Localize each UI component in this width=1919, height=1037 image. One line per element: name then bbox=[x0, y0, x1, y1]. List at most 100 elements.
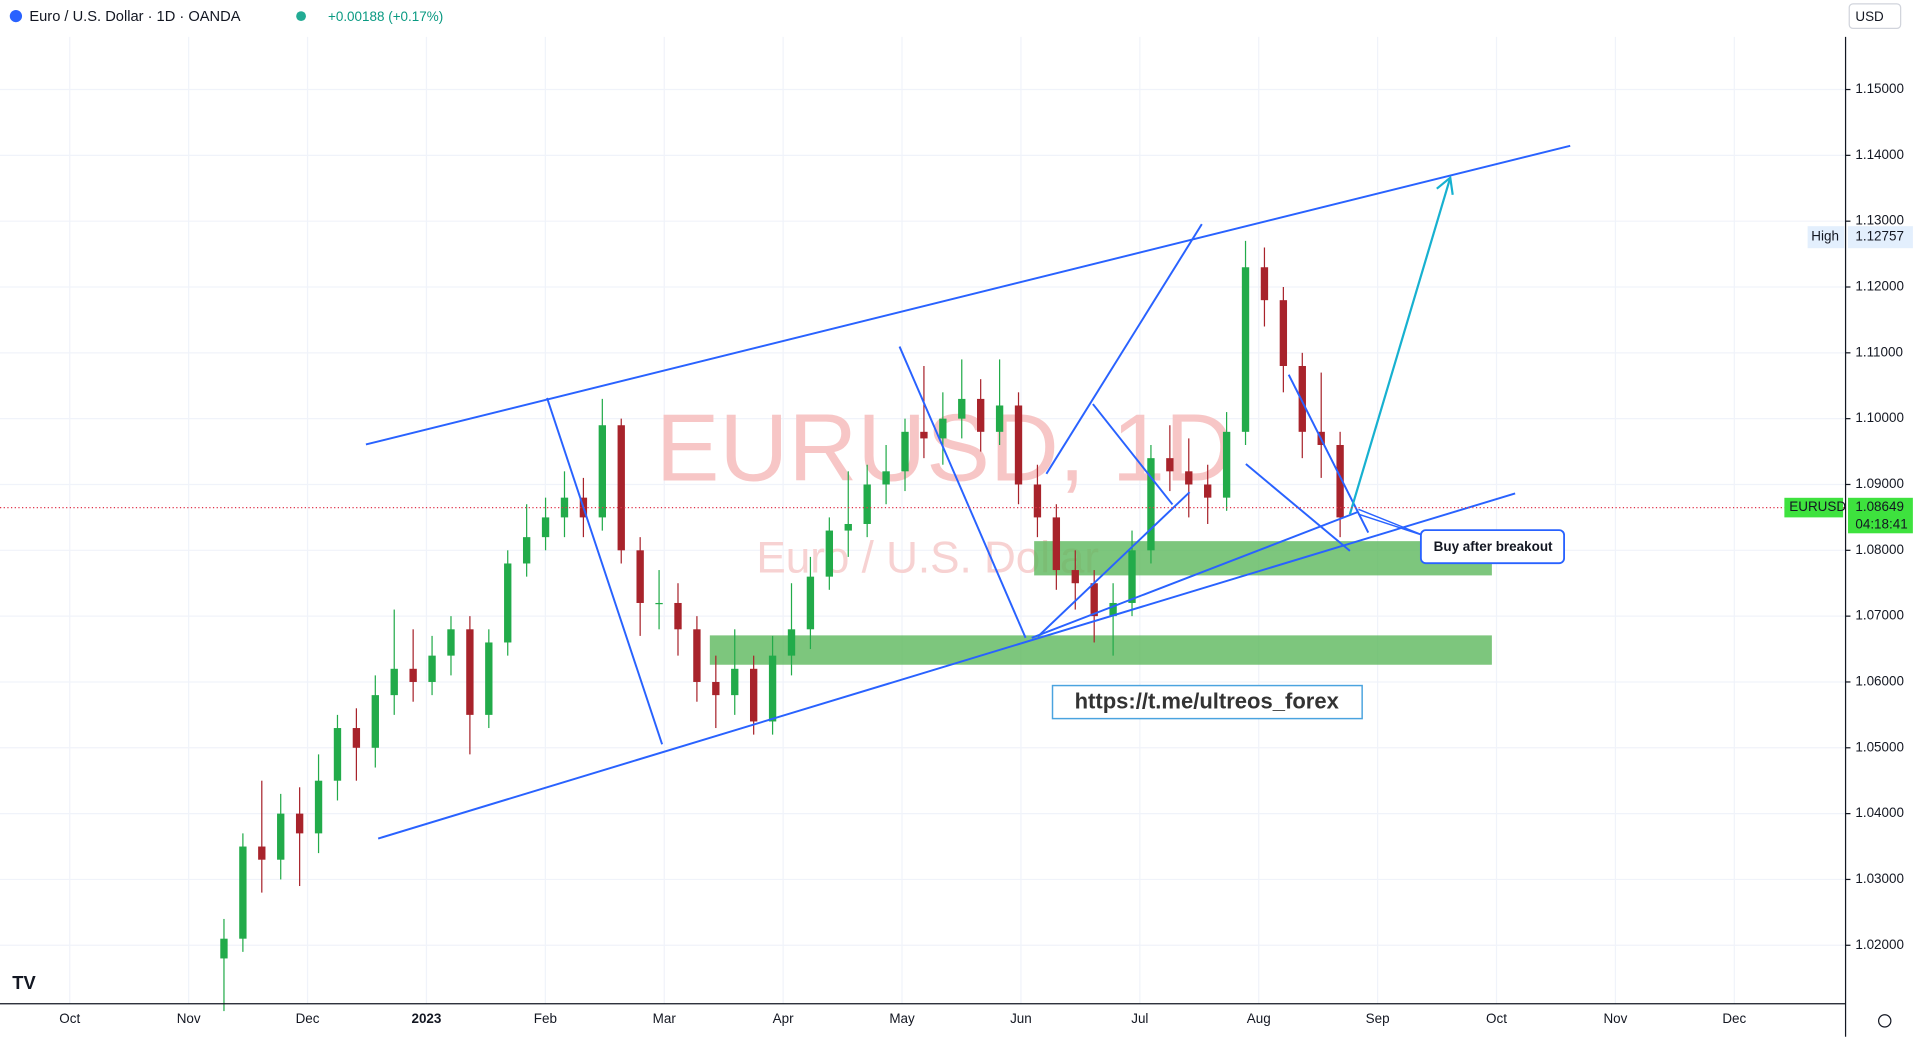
x-tick-label: May bbox=[889, 1011, 915, 1026]
trendline bbox=[546, 397, 664, 745]
candle-body bbox=[428, 655, 436, 682]
candle-body bbox=[901, 431, 909, 472]
candle-body bbox=[522, 537, 531, 564]
trendline bbox=[1245, 463, 1351, 552]
x-tick-label: Mar bbox=[653, 1011, 677, 1026]
link-box bbox=[1051, 684, 1363, 720]
candle-body bbox=[1241, 267, 1250, 432]
candle-body bbox=[1260, 267, 1269, 301]
candle-body bbox=[333, 728, 342, 781]
last-symbol: EURUSD bbox=[1789, 499, 1846, 514]
currency[interactable]: USD bbox=[1855, 9, 1884, 24]
high-label-box bbox=[1807, 226, 1845, 249]
y-tick-label: 1.12000 bbox=[1855, 279, 1904, 294]
callout-text: Buy after breakout bbox=[1434, 539, 1553, 554]
x-tick-label: Feb bbox=[534, 1011, 557, 1026]
y-tick-label: 1.13000 bbox=[1855, 213, 1904, 228]
candle-body bbox=[1185, 471, 1193, 485]
candle-body bbox=[314, 780, 323, 834]
y-tick-label: 1.11000 bbox=[1855, 344, 1903, 359]
y-tick-label: 1.10000 bbox=[1855, 410, 1904, 425]
candle-body bbox=[409, 668, 417, 682]
y-tick-label: 1.07000 bbox=[1855, 608, 1904, 623]
y-tick-label: 1.02000 bbox=[1855, 937, 1904, 952]
candle-body bbox=[825, 530, 834, 577]
arrow-head bbox=[1436, 175, 1454, 195]
link[interactable]: https://t.me/ultreos_forex bbox=[1075, 689, 1340, 714]
candle-body bbox=[1222, 431, 1231, 498]
candle-body bbox=[939, 418, 947, 439]
x-tick-label: Jun bbox=[1010, 1011, 1032, 1026]
candle-body bbox=[920, 431, 928, 439]
candle-body bbox=[1071, 570, 1079, 584]
candle-body bbox=[787, 629, 796, 656]
x-tick-label: Oct bbox=[59, 1011, 80, 1026]
candle-body bbox=[749, 668, 758, 722]
symbol-icon bbox=[9, 9, 23, 23]
candle-body bbox=[655, 602, 663, 605]
candle-body bbox=[352, 728, 361, 748]
y-tick-label: 1.03000 bbox=[1855, 871, 1904, 886]
symbol: Euro / U.S. Dollar · 1D · OANDA bbox=[29, 9, 240, 25]
last-price: 1.08649 bbox=[1855, 499, 1904, 514]
candle-body bbox=[1014, 405, 1023, 485]
x-tick-label: Apr bbox=[773, 1011, 794, 1026]
candle-body bbox=[1336, 444, 1344, 518]
x-tick-label: Jul bbox=[1131, 1011, 1148, 1026]
candle-body bbox=[995, 405, 1004, 432]
last-price-box bbox=[1848, 497, 1913, 534]
candle-body bbox=[768, 655, 777, 722]
watermark: EURUSD, 1D bbox=[656, 396, 1234, 502]
candle-body bbox=[617, 425, 625, 551]
candle-body bbox=[863, 484, 871, 524]
candle-body bbox=[258, 846, 266, 860]
trendline bbox=[1037, 491, 1191, 638]
candle-body bbox=[977, 398, 985, 432]
trendlines bbox=[365, 144, 1571, 840]
candle-body bbox=[447, 629, 455, 656]
x-tick-label: Oct bbox=[1486, 1011, 1507, 1026]
candle-body bbox=[1033, 484, 1042, 518]
x-tick-label: Aug bbox=[1247, 1011, 1271, 1026]
trendline bbox=[1092, 403, 1174, 506]
candle-body bbox=[806, 576, 815, 630]
candles bbox=[220, 240, 1344, 1012]
candle-body bbox=[1128, 550, 1136, 603]
y-tick-label: 1.15000 bbox=[1855, 81, 1904, 96]
candle-body bbox=[560, 497, 569, 518]
countdown: 04:18:41 bbox=[1855, 516, 1907, 531]
candle-body bbox=[693, 629, 701, 682]
candle-body bbox=[1090, 583, 1098, 617]
candle-body bbox=[390, 668, 398, 696]
trendline bbox=[898, 346, 1027, 639]
last-symbol-box bbox=[1784, 497, 1844, 518]
settings-icon[interactable] bbox=[1878, 1014, 1892, 1028]
x-tick-label: Dec bbox=[296, 1011, 320, 1026]
callout-box bbox=[1419, 529, 1566, 565]
x-tick-label: Sep bbox=[1366, 1011, 1390, 1026]
change: +0.00188 (+0.17%) bbox=[328, 9, 443, 24]
x-tick-label: 2023 bbox=[411, 1011, 441, 1026]
candle-body bbox=[220, 938, 228, 959]
candle-body bbox=[277, 813, 285, 860]
y-tick-label: 1.08000 bbox=[1855, 542, 1904, 557]
candle-body bbox=[485, 642, 493, 715]
x-tick-label: Nov bbox=[1603, 1011, 1627, 1026]
grid bbox=[0, 36, 1846, 1004]
candle-body bbox=[958, 398, 966, 419]
y-tick-label: 1.14000 bbox=[1855, 147, 1904, 162]
candle-body bbox=[541, 517, 550, 538]
high-value-box bbox=[1848, 226, 1913, 249]
logo: TV bbox=[12, 972, 36, 993]
x-tick-label: Nov bbox=[177, 1011, 201, 1026]
currency-button[interactable] bbox=[1848, 3, 1902, 29]
candle-body bbox=[1204, 484, 1212, 498]
trendline bbox=[1031, 510, 1359, 639]
candle-body bbox=[1052, 517, 1061, 571]
candle-body bbox=[882, 471, 890, 485]
y-tick-label: 1.09000 bbox=[1855, 476, 1904, 491]
candle-body bbox=[844, 523, 852, 531]
candle-body bbox=[1166, 458, 1174, 472]
status-dot bbox=[296, 11, 306, 22]
